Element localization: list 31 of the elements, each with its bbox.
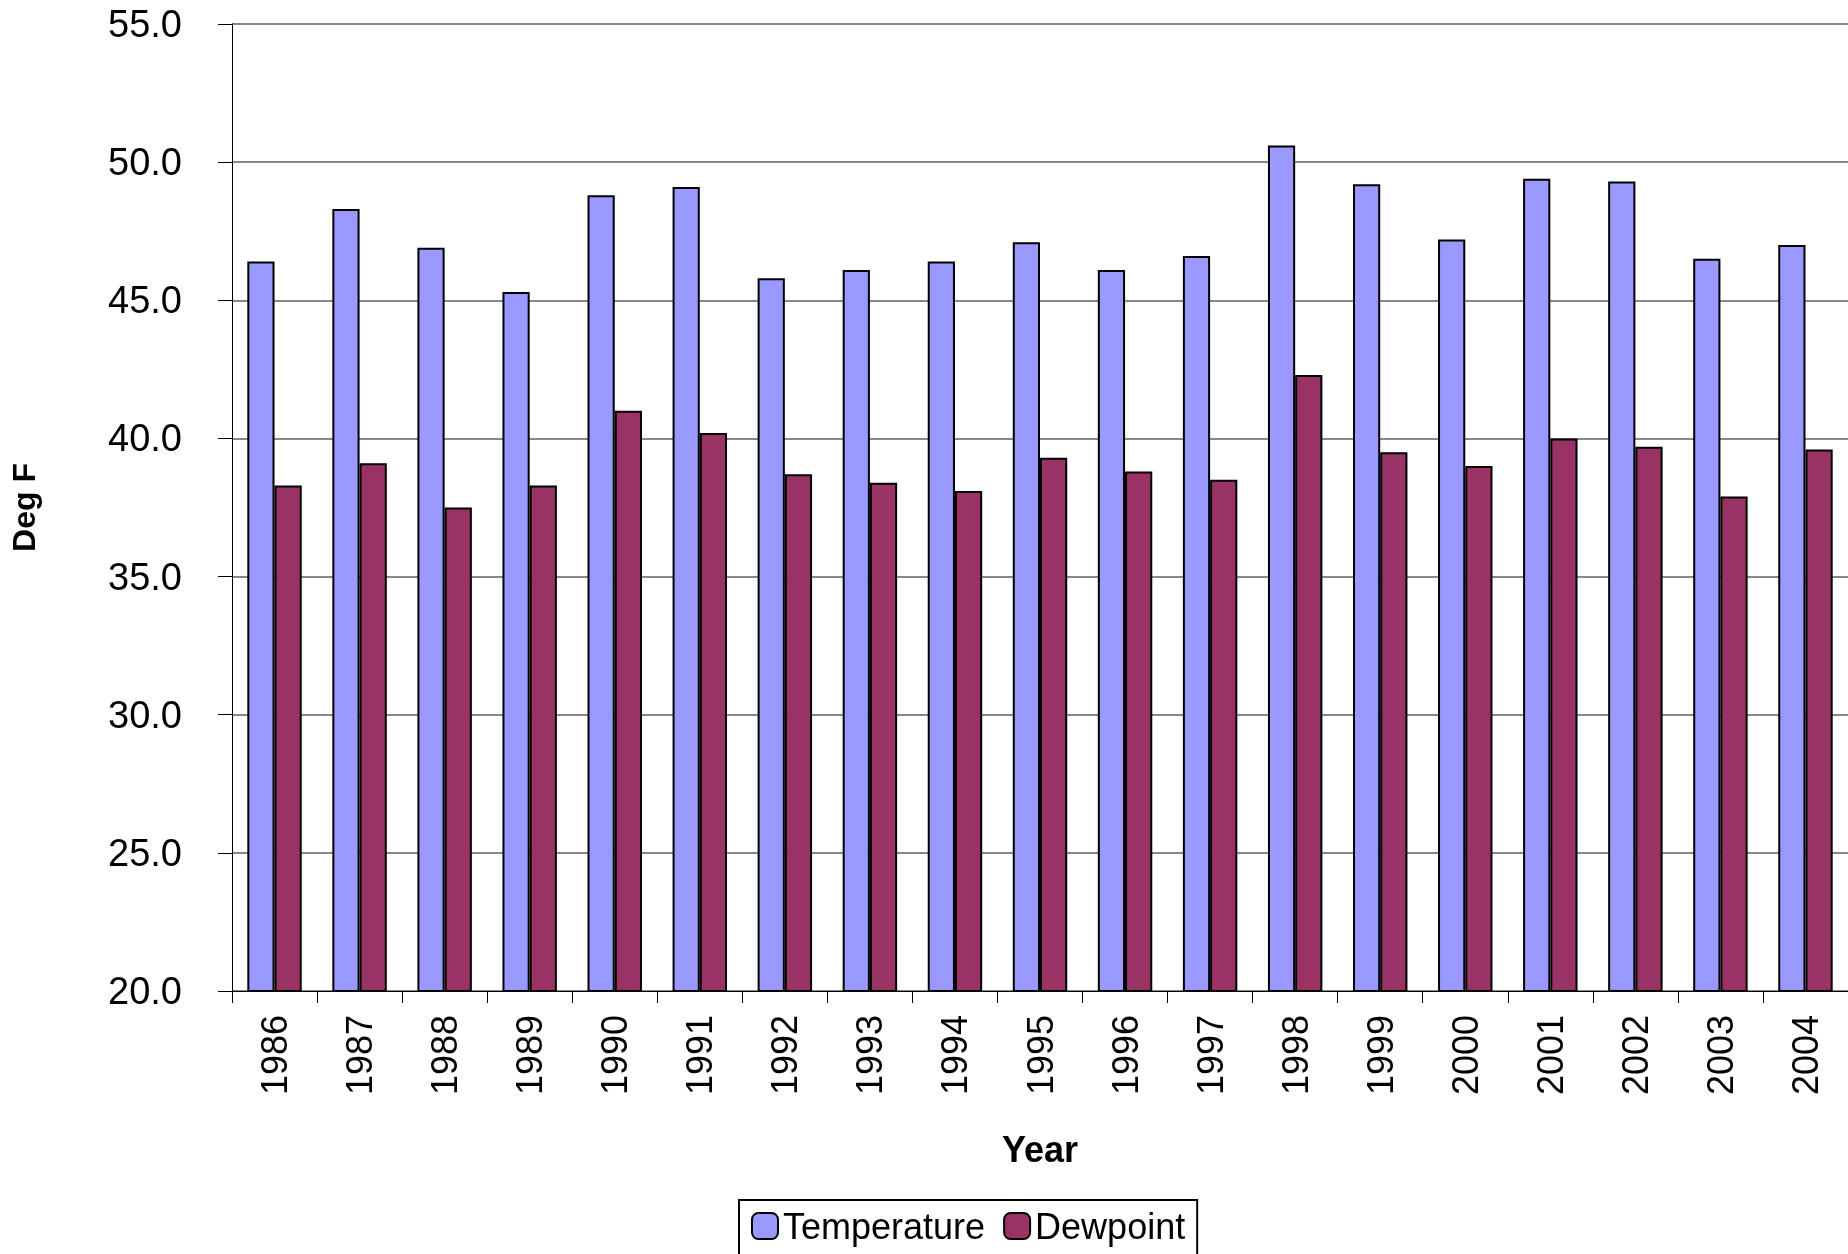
y-tick-label: 20.0 [108, 970, 182, 1012]
x-tick-label: 2004 [1784, 1015, 1826, 1096]
y-tick-label: 35.0 [108, 555, 182, 598]
y-tick-label: 45.0 [108, 279, 182, 322]
x-tick-label: 2002 [1614, 1015, 1656, 1096]
x-tick-label: 1989 [509, 1015, 551, 1096]
y-tick-label: 25.0 [108, 831, 182, 874]
x-tick-label: 2000 [1444, 1015, 1486, 1096]
x-tick-label: 2001 [1529, 1015, 1571, 1096]
x-tick-label: 1988 [424, 1015, 466, 1096]
y-tick-label: 30.0 [108, 693, 182, 736]
x-tick-label: 1995 [1019, 1015, 1061, 1096]
x-tick-label: 1997 [1189, 1015, 1231, 1096]
x-tick-label: 1998 [1274, 1015, 1316, 1096]
x-tick-label: 1992 [764, 1015, 806, 1096]
y-tick-label: 55.0 [108, 3, 182, 45]
x-tick-label: 1991 [679, 1015, 721, 1096]
x-tick-label: 2003 [1699, 1015, 1741, 1096]
legend-label: Dewpoint [1035, 1205, 1186, 1247]
y-tick-label: 50.0 [108, 141, 182, 184]
x-tick-label: 1993 [849, 1015, 891, 1096]
x-tick-label: 1999 [1359, 1015, 1401, 1096]
x-tick-label: 1994 [934, 1015, 976, 1096]
x-axis-title: Year [1001, 1128, 1079, 1170]
legend-label: Temperature [783, 1205, 986, 1247]
x-tick-label: 1996 [1104, 1015, 1146, 1096]
y-tick-label: 40.0 [108, 417, 182, 460]
x-tick-label: 1986 [254, 1015, 296, 1096]
x-tick-label: 1990 [594, 1015, 636, 1096]
y-axis-title: Deg F [6, 463, 42, 552]
x-tick-label: 1987 [339, 1015, 381, 1096]
